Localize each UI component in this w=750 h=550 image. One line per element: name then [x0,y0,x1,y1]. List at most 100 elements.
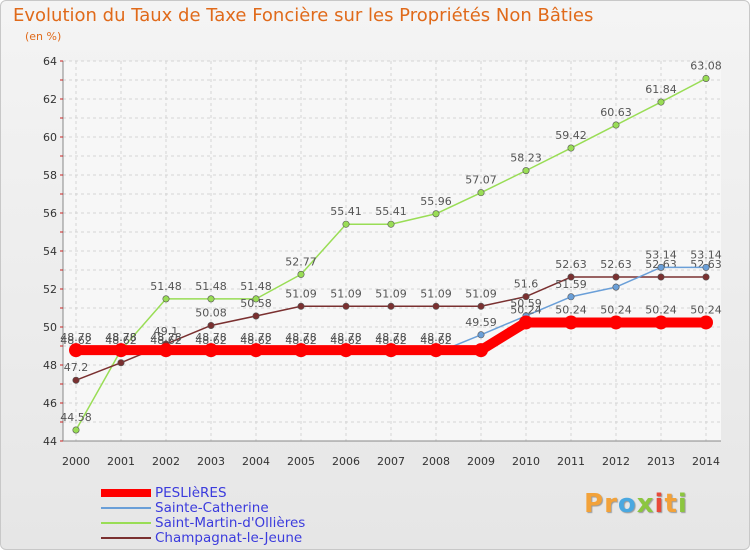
y-tick-label: 48 [43,359,57,372]
data-point [297,270,305,278]
data-label: 51.48 [150,280,182,293]
data-label: 51.09 [285,287,317,300]
data-label: 48.62 [105,334,137,347]
data-point [204,343,218,358]
data-label: 48.78 [240,331,272,344]
logo-letter: P [584,489,605,519]
data-point [342,220,350,228]
data-point [342,302,350,310]
data-point [387,220,395,228]
data-label: 60.63 [600,106,632,119]
data-label: 50.24 [510,303,542,316]
x-tick-label: 2002 [152,455,180,468]
legend-label: PESLIèRES [155,485,227,501]
y-tick-label: 44 [43,435,57,448]
data-point [567,144,575,152]
legend-swatch [101,507,151,509]
data-point [567,273,575,281]
data-point [159,343,173,358]
data-label: 55.41 [330,205,362,218]
data-point [297,302,305,310]
legend-swatch [101,537,151,539]
y-tick-label: 58 [43,169,57,182]
x-tick-label: 2003 [197,455,225,468]
data-label: 51.48 [240,280,272,293]
data-point [339,343,353,358]
data-label: 48.62 [420,334,452,347]
data-point [477,331,485,339]
data-point [522,293,530,301]
data-label: 58.23 [510,152,542,165]
data-label: 50.24 [645,303,677,316]
data-point [294,343,308,358]
data-label: 48.78 [285,331,317,344]
data-point [252,295,260,303]
data-label: 48.78 [60,331,92,344]
data-point [474,343,488,358]
data-label: 59.42 [555,129,587,142]
data-label: 53.14 [645,248,677,261]
logo-letter: o [617,489,637,519]
data-point [609,315,623,330]
data-label: 63.08 [690,59,722,72]
data-label: 57.07 [465,174,497,187]
data-point [207,295,215,303]
data-point [702,263,710,271]
data-label: 50.08 [195,306,227,319]
data-label: 48.62 [195,334,227,347]
y-tick-label: 60 [43,131,57,144]
data-label: 50.59 [510,297,542,310]
x-tick-label: 2011 [557,455,585,468]
legend-label: Sainte-Catherine [155,500,269,516]
x-tick-label: 2005 [287,455,315,468]
data-point [207,321,215,329]
data-label: 51.6 [514,278,539,291]
data-label: 50.24 [690,303,722,316]
y-tick-label: 46 [43,397,57,410]
legend-swatch [101,522,151,524]
data-label: 55.96 [420,195,452,208]
data-label: 51.59 [555,278,587,291]
data-label: 48.78 [420,331,452,344]
data-point [519,315,533,330]
legend-swatch [101,489,151,497]
y-tick-label: 64 [43,55,57,68]
data-label: 48.62 [375,334,407,347]
data-label: 48.78 [330,331,362,344]
data-label: 48.78 [195,331,227,344]
data-label: 53.14 [690,248,722,261]
data-point [612,273,620,281]
data-label: 48.62 [285,334,317,347]
x-tick-label: 2010 [512,455,540,468]
chart-title: Evolution du Taux de Taxe Foncière sur l… [13,5,594,26]
data-point [117,359,125,367]
y-tick-label: 62 [43,93,57,106]
data-label: 51.09 [420,287,452,300]
data-point [72,426,80,434]
x-tick-label: 2004 [242,455,270,468]
data-point [612,121,620,129]
data-point [384,343,398,358]
x-tick-label: 2013 [647,455,675,468]
data-point [567,293,575,301]
data-point [387,302,395,310]
data-label: 44.58 [60,411,92,424]
data-label: 51.48 [195,280,227,293]
data-point [162,295,170,303]
data-point [114,343,128,358]
data-point [72,376,80,384]
data-label: 49.59 [465,316,497,329]
logo-letter: x [636,489,655,519]
x-tick-label: 2007 [377,455,405,468]
data-point [654,315,668,330]
data-point [564,315,578,330]
y-tick-label: 56 [43,207,57,220]
x-tick-label: 2009 [467,455,495,468]
data-label: 48.62 [150,334,182,347]
data-point [657,98,665,106]
data-label: 52.63 [600,258,632,271]
data-point [69,343,83,358]
data-label: 52.63 [555,258,587,271]
